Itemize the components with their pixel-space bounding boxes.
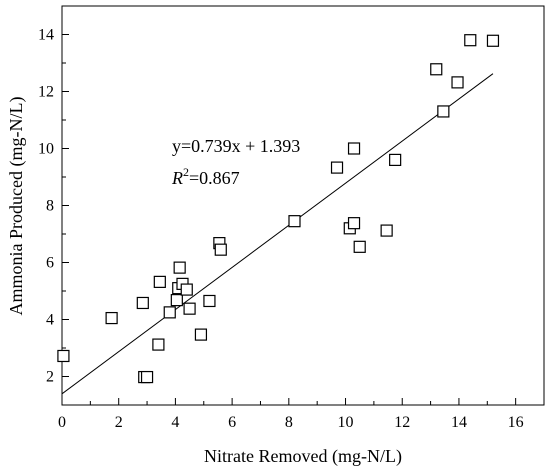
data-point [214, 243, 227, 256]
x-tick-label: 0 [58, 414, 66, 431]
data-point [140, 370, 154, 384]
y-tick-label: 14 [38, 27, 54, 44]
plot-frame [61, 5, 545, 406]
y-tick-label: 4 [46, 312, 54, 329]
x-tick-label: 2 [115, 414, 123, 431]
data-point [380, 224, 393, 237]
data-point [105, 311, 118, 325]
ticks-layer: 0 2 4 6 8 10 12 14 16 2 4 6 8 10 12 14 [38, 27, 524, 432]
x-tick-label: 8 [285, 414, 293, 431]
y-tick-label: 8 [46, 198, 54, 215]
x-axis-label: Nitrate Removed (mg-N/L) [204, 446, 402, 467]
data-point [451, 76, 464, 89]
data-point [194, 328, 208, 341]
y-tick-label: 10 [38, 141, 54, 158]
data-point [330, 161, 344, 174]
x-tick-label: 10 [338, 414, 354, 431]
data-point [57, 349, 70, 363]
data-point [347, 142, 361, 155]
data-point [170, 294, 183, 307]
data-point [464, 34, 477, 47]
x-tick-label: 12 [394, 414, 410, 431]
x-tick-label: 6 [228, 414, 236, 431]
y-tick-label: 2 [46, 369, 54, 386]
data-point [173, 261, 186, 274]
data-point [288, 215, 301, 228]
data-point [347, 217, 361, 230]
data-point [353, 240, 366, 253]
regression-line [61, 73, 494, 395]
fit-layer [61, 73, 494, 395]
y-tick-label: 6 [46, 255, 54, 272]
data-point [389, 153, 402, 166]
data-point [486, 34, 500, 47]
data-point [152, 338, 165, 351]
data-point [203, 294, 216, 308]
data-point [136, 296, 149, 310]
fit-equation: y=0.739x + 1.393 [172, 136, 300, 156]
data-point [183, 302, 196, 315]
data-point [153, 275, 166, 288]
r-squared-annotation: R2=0.867 [171, 165, 240, 188]
x-tick-label: 4 [171, 414, 179, 431]
y-axis-label: Ammonia Produced (mg-N/L) [6, 97, 27, 316]
x-tick-label: 16 [508, 414, 524, 431]
points-layer [57, 34, 500, 384]
x-tick-label: 14 [451, 414, 467, 431]
data-point [430, 63, 443, 76]
data-point [163, 306, 176, 319]
y-tick-label: 12 [38, 84, 54, 101]
data-point [180, 283, 193, 296]
data-point [437, 105, 450, 118]
